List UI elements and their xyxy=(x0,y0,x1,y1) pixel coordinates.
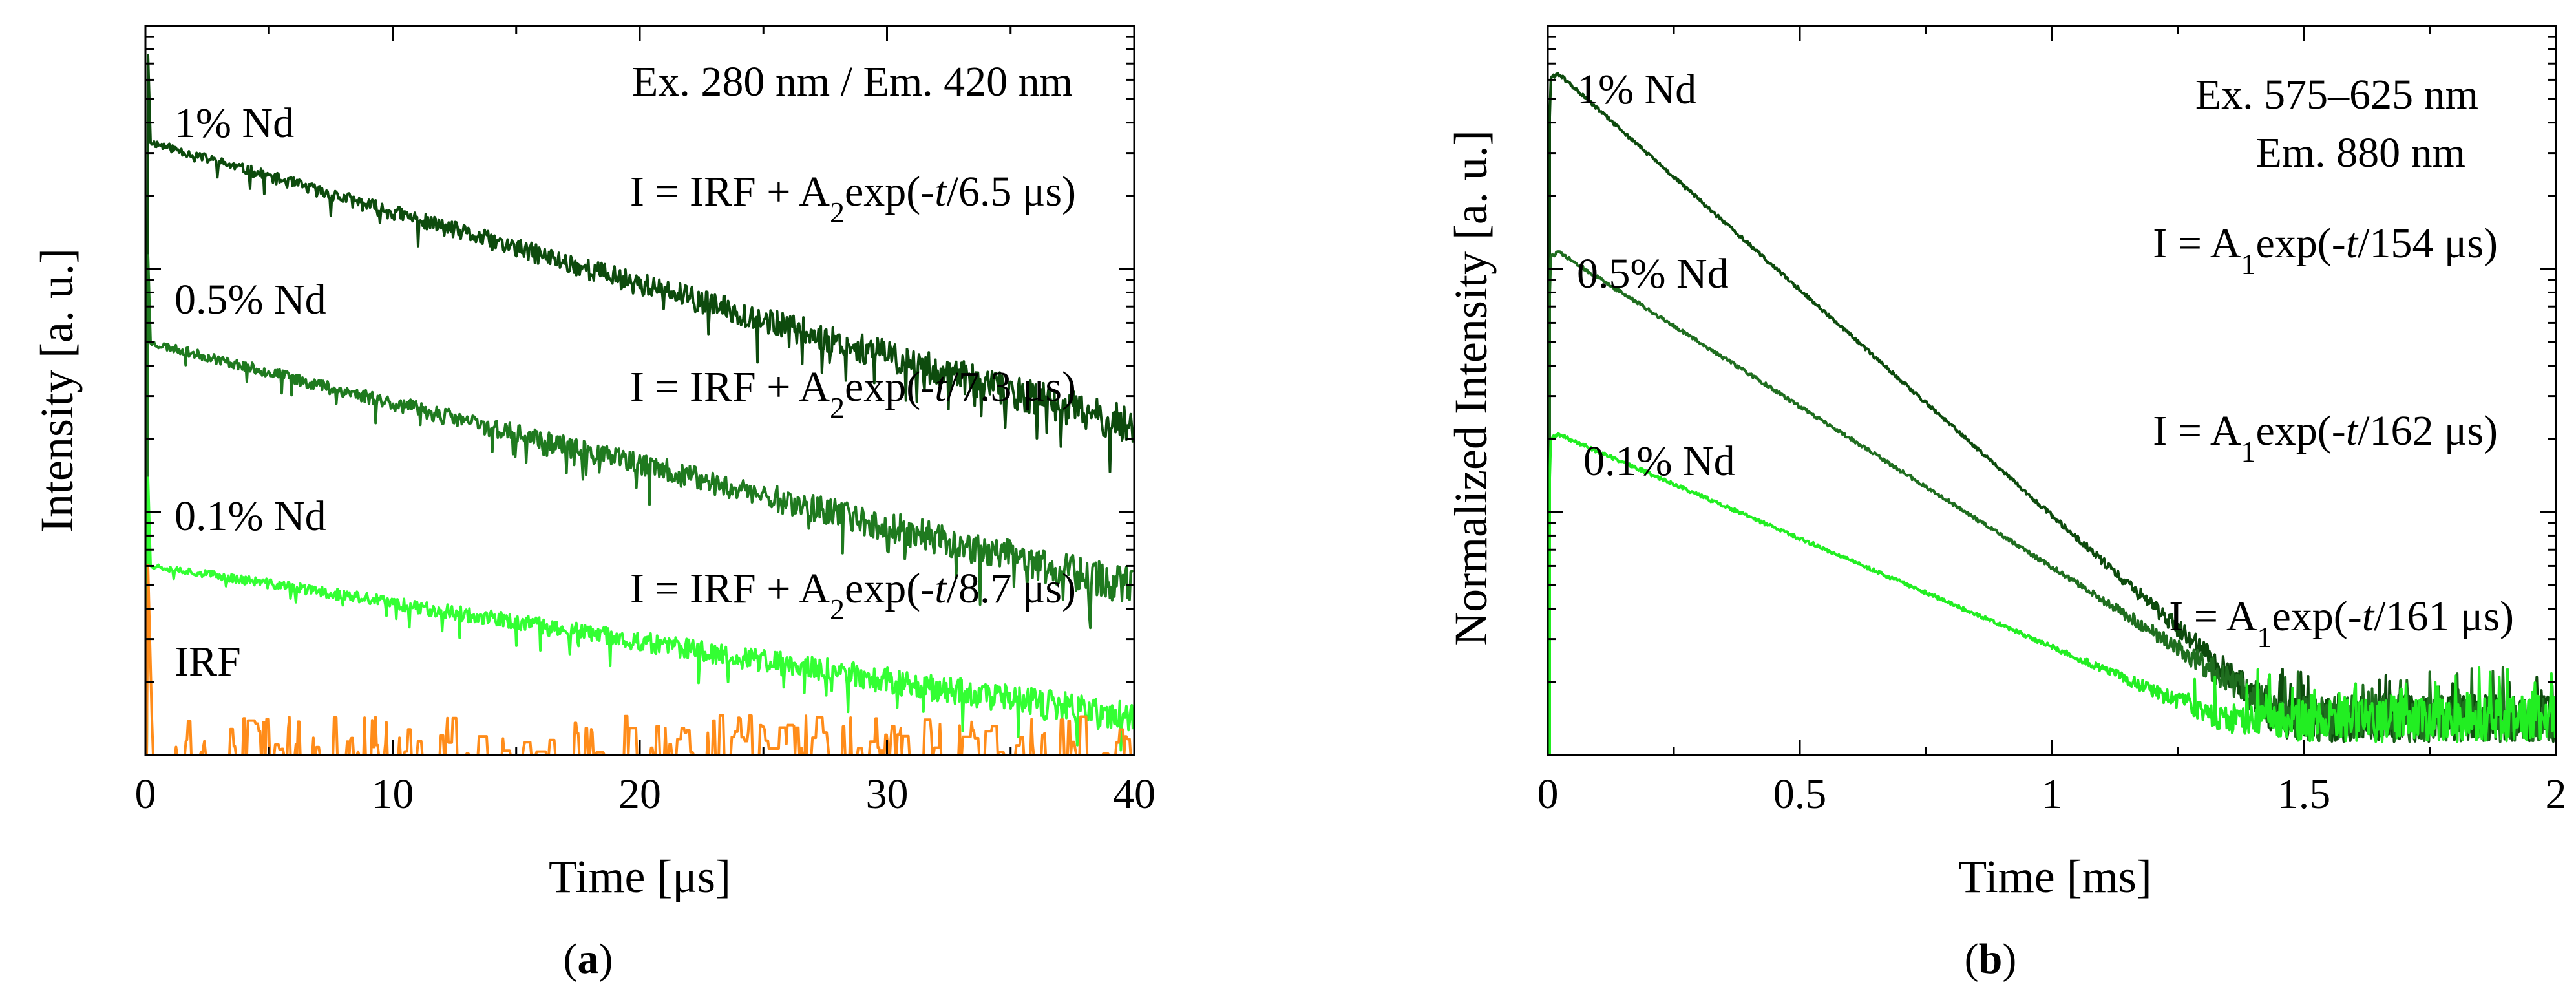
series-label-a-2: 0.5% Nd xyxy=(174,276,326,323)
series-line-0-5-nd xyxy=(145,254,1134,756)
series-layer-a xyxy=(145,54,1134,756)
series-line-0-1-nd xyxy=(145,476,1134,756)
fit-label-a-3: I = IRF + A2exp(-t/8.7 μs) xyxy=(630,565,1076,626)
fit-label-b-2: I = A1exp(-t/162 μs) xyxy=(2153,407,2498,468)
series-layer-b xyxy=(1548,72,2557,755)
x-axis-label-a: Time [μs] xyxy=(549,851,731,902)
ticks-a: 0 10 20 30 40 xyxy=(135,25,1156,818)
annotation-b-line-1: Ex. 575–625 nm xyxy=(2195,71,2478,118)
x-tick-label: 0 xyxy=(135,771,156,818)
x-tick-label: 2 xyxy=(2546,771,2567,818)
fit-label-b-1: I = A1exp(-t/154 μs) xyxy=(2153,220,2498,281)
series-label-b-2: 0.5% Nd xyxy=(1577,250,1729,297)
series-label-a-1: 1% Nd xyxy=(174,100,294,147)
series-line-1-nd xyxy=(145,54,1134,756)
x-tick-label: 10 xyxy=(372,771,414,818)
series-line-b-0-5-nd xyxy=(1548,250,2557,755)
fit-label-a-1: I = IRF + A2exp(-t/6.5 μs) xyxy=(630,168,1076,229)
ticks-b: 0 0.5 1 1.5 2 xyxy=(1537,25,2567,818)
y-axis-label-b: Normalized Intensity [a. u.] xyxy=(1445,130,1497,646)
x-tick-label: 40 xyxy=(1113,771,1156,818)
x-axis-label-b: Time [ms] xyxy=(1958,851,2151,902)
annotation-b-line-2: Em. 880 nm xyxy=(2256,129,2466,176)
panel-b: 0 0.5 1 1.5 2 Ex. 575–625 nm Em. 880 nm 1% N… xyxy=(1445,25,2567,983)
x-tick-label: 0 xyxy=(1537,771,1559,818)
x-tick-label: 30 xyxy=(866,771,909,818)
series-line-b-0-1-nd xyxy=(1548,432,2557,755)
x-tick-label: 1.5 xyxy=(2277,771,2331,818)
panel-label-b: (b) xyxy=(1965,935,2017,983)
panel-a: 0 10 20 30 40 Ex. 280 nm / Em. 420 nm 1% Nd … xyxy=(31,25,1156,983)
x-tick-label: 0.5 xyxy=(1773,771,1827,818)
panel-label-a: (a) xyxy=(564,935,613,983)
fit-label-a-2: I = IRF + A2exp(-t/7.3 μs) xyxy=(630,363,1076,424)
x-tick-label: 20 xyxy=(618,771,661,818)
series-label-b-3: 0.1% Nd xyxy=(1583,438,1735,485)
series-label-b-1: 1% Nd xyxy=(1577,66,1696,113)
x-tick-label: 1 xyxy=(2042,771,2063,818)
y-axis-label-a: Intensity [a. u.] xyxy=(31,248,83,533)
annotation-a: Ex. 280 nm / Em. 420 nm xyxy=(632,58,1073,105)
series-label-a-irf: IRF xyxy=(174,638,241,685)
fit-label-b-3: I = A1exp(-t/161 μs) xyxy=(2169,593,2514,654)
series-label-a-3: 0.1% Nd xyxy=(174,493,326,540)
